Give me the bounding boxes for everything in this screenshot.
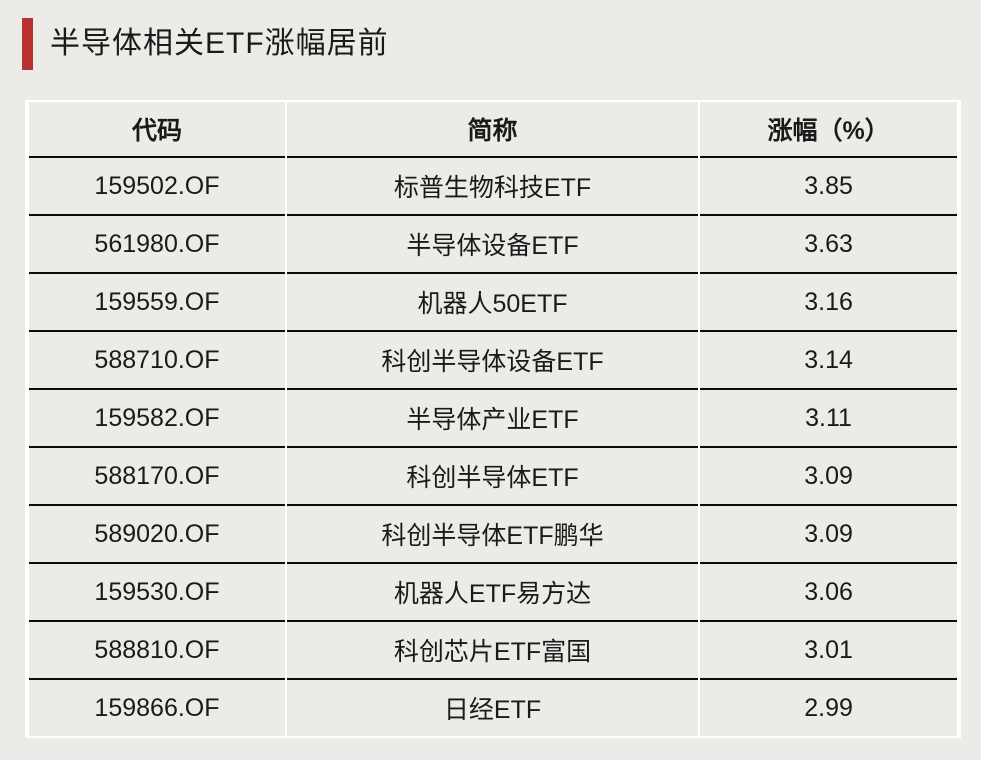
etf-name-cell: 半导体产业ETF — [286, 390, 699, 448]
etf-name-cell: 半导体设备ETF — [286, 216, 699, 274]
etf-code-cell: 159582.OF — [29, 390, 285, 448]
table-row: 588710.OF 科创半导体设备ETF 3.14 — [29, 332, 957, 390]
etf-change-cell: 3.11 — [700, 390, 957, 448]
page-title: 半导体相关ETF涨幅居前 — [50, 27, 389, 60]
etf-code-cell: 159559.OF — [29, 274, 285, 332]
etf-name-cell: 科创半导体设备ETF — [286, 332, 699, 390]
etf-code-cell: 159866.OF — [29, 680, 285, 736]
etf-gains-table: 代码 简称 涨幅（%） 159502.OF 标普生物科技ETF 3.85 561… — [25, 100, 961, 738]
table-row: 159582.OF 半导体产业ETF 3.11 — [29, 390, 957, 448]
etf-name-cell: 科创半导体ETF鹏华 — [286, 506, 699, 564]
table-row: 589020.OF 科创半导体ETF鹏华 3.09 — [29, 506, 957, 564]
col-header-change: 涨幅（%） — [700, 102, 957, 158]
etf-change-cell: 3.63 — [700, 216, 957, 274]
etf-change-cell: 3.16 — [700, 274, 957, 332]
title-accent-bar — [22, 18, 33, 70]
etf-name-cell: 日经ETF — [286, 680, 699, 736]
etf-name-cell: 机器人50ETF — [286, 274, 699, 332]
table-body: 159502.OF 标普生物科技ETF 3.85 561980.OF 半导体设备… — [29, 158, 957, 736]
etf-code-cell: 588810.OF — [29, 622, 285, 680]
etf-name-cell: 科创半导体ETF — [286, 448, 699, 506]
etf-change-cell: 3.85 — [700, 158, 957, 216]
table-row: 588810.OF 科创芯片ETF富国 3.01 — [29, 622, 957, 680]
etf-name-cell: 机器人ETF易方达 — [286, 564, 699, 622]
table-row: 561980.OF 半导体设备ETF 3.63 — [29, 216, 957, 274]
etf-change-cell: 3.14 — [700, 332, 957, 390]
title-block: 半导体相关ETF涨幅居前 — [22, 18, 389, 70]
etf-change-cell: 3.09 — [700, 448, 957, 506]
etf-name-cell: 科创芯片ETF富国 — [286, 622, 699, 680]
etf-change-cell: 3.06 — [700, 564, 957, 622]
table-row: 159559.OF 机器人50ETF 3.16 — [29, 274, 957, 332]
etf-code-cell: 589020.OF — [29, 506, 285, 564]
table-row: 588170.OF 科创半导体ETF 3.09 — [29, 448, 957, 506]
etf-code-cell: 159530.OF — [29, 564, 285, 622]
col-header-code: 代码 — [29, 102, 285, 158]
table-row: 159502.OF 标普生物科技ETF 3.85 — [29, 158, 957, 216]
etf-name-cell: 标普生物科技ETF — [286, 158, 699, 216]
etf-change-cell: 3.01 — [700, 622, 957, 680]
table-header-row: 代码 简称 涨幅（%） — [29, 102, 957, 158]
etf-code-cell: 588710.OF — [29, 332, 285, 390]
table-row: 159866.OF 日经ETF 2.99 — [29, 680, 957, 736]
etf-change-cell: 3.09 — [700, 506, 957, 564]
col-header-name: 简称 — [286, 102, 699, 158]
etf-code-cell: 561980.OF — [29, 216, 285, 274]
etf-code-cell: 588170.OF — [29, 448, 285, 506]
table-row: 159530.OF 机器人ETF易方达 3.06 — [29, 564, 957, 622]
etf-code-cell: 159502.OF — [29, 158, 285, 216]
etf-change-cell: 2.99 — [700, 680, 957, 736]
